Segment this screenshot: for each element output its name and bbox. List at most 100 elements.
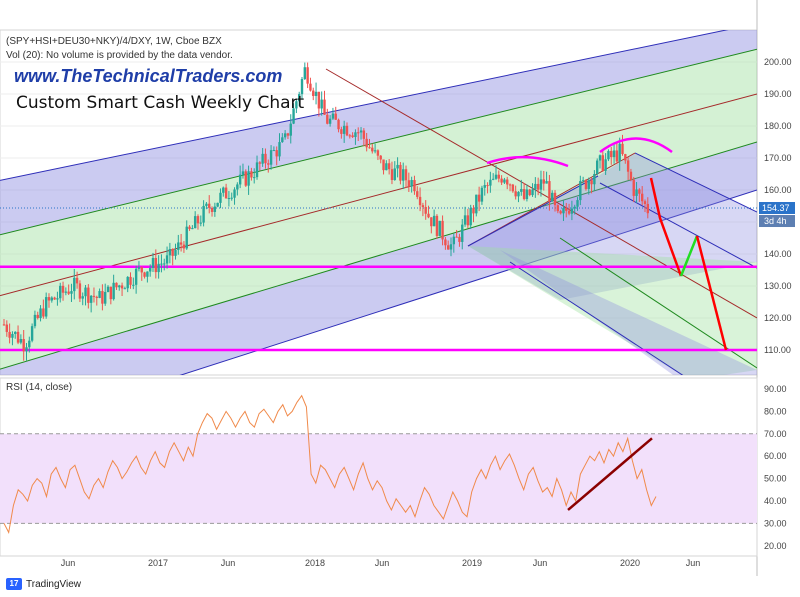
candle-body — [573, 206, 576, 209]
candle-body — [379, 155, 382, 160]
candle-body — [104, 291, 107, 304]
price-pane: 200.00190.00180.00170.00160.00150.00140.… — [0, 0, 795, 576]
candle-body — [348, 135, 351, 137]
candle-body — [438, 220, 441, 236]
channel-bottom-line — [179, 189, 757, 375]
site-watermark: www.TheTechnicalTraders.com — [14, 66, 283, 86]
candle-body — [8, 331, 11, 338]
candle-body — [151, 257, 155, 268]
candle-body — [101, 291, 104, 304]
candle-body — [629, 171, 633, 180]
time-tick-label: 2019 — [462, 558, 482, 568]
tradingview-branding[interactable]: 17 TradingView — [6, 578, 81, 590]
desc-band-top — [468, 153, 757, 300]
candle-body — [480, 187, 484, 202]
rsi-line — [3, 394, 657, 534]
candle-body — [584, 180, 588, 189]
candle-body — [11, 333, 14, 338]
candle-body — [59, 285, 62, 299]
candle-body — [494, 174, 498, 179]
symbol-line: (SPY+HSI+DEU30+NKY)/4/DXY, 1W, Cboe BZX — [6, 36, 222, 47]
time-tick-label: Jun — [375, 558, 390, 568]
candle-body — [503, 179, 506, 183]
rsi-band — [0, 433, 757, 524]
candle-body — [244, 171, 247, 186]
candle-body — [553, 192, 557, 206]
candle-body — [92, 295, 96, 297]
candle-body — [359, 130, 363, 133]
candle-body — [137, 267, 141, 269]
candle-body — [432, 215, 436, 227]
desc-bottom-line — [509, 261, 684, 375]
candle-body — [559, 211, 562, 214]
candle-body — [44, 297, 48, 317]
candle-body — [407, 180, 411, 187]
candle-body — [75, 277, 79, 284]
falling-trend-line — [325, 68, 757, 319]
candle-body — [444, 239, 447, 246]
candle-body — [618, 143, 621, 162]
candle-body — [536, 183, 540, 190]
candle-body — [604, 159, 607, 171]
candle-body — [134, 268, 138, 285]
candle-body — [469, 208, 472, 226]
candle-body — [188, 226, 191, 229]
candle-body — [213, 206, 217, 212]
countdown-tag — [759, 215, 795, 228]
candle-body — [598, 155, 602, 161]
candle-body — [143, 272, 146, 277]
candle-body — [233, 189, 236, 198]
green-band — [0, 49, 757, 370]
candle-body — [33, 314, 37, 327]
candle-body — [357, 132, 360, 134]
candle-body — [491, 178, 495, 180]
candle-body — [115, 282, 118, 288]
candle-body — [210, 207, 214, 212]
upper-blue-band — [0, 30, 757, 235]
candle-body — [427, 213, 430, 218]
candle-body — [506, 179, 509, 185]
head-arc — [599, 137, 673, 154]
candle-body — [286, 133, 290, 136]
candle-body — [418, 196, 422, 206]
candle-body — [387, 163, 391, 170]
candle-body — [508, 184, 512, 186]
last-price-tag — [759, 202, 795, 215]
candle-body — [253, 177, 256, 179]
price-tick-label: 180.00 — [764, 121, 792, 131]
candle-body — [640, 193, 644, 202]
candle-body — [595, 160, 599, 174]
price-tick-label: 110.00 — [764, 345, 791, 355]
candle-body — [430, 217, 433, 227]
candle-body — [191, 228, 194, 230]
candle-body — [309, 83, 312, 91]
candle-body — [486, 185, 489, 187]
candle-body — [326, 114, 329, 124]
candle-body — [556, 205, 560, 212]
candle-body — [312, 90, 315, 96]
candle-body — [404, 169, 408, 181]
candle-body — [396, 164, 399, 169]
candle-body — [615, 150, 619, 162]
candle-body — [570, 208, 574, 214]
candle-body — [64, 291, 68, 293]
last-price-value: 154.37 — [762, 203, 790, 213]
candle-body — [624, 154, 627, 161]
time-tick-label: Jun — [533, 558, 548, 568]
candle-body — [163, 263, 166, 265]
candle-body — [292, 108, 295, 124]
candle-body — [73, 277, 76, 292]
rsi-tick-label: 30.00 — [764, 518, 787, 528]
candle-body — [626, 160, 630, 172]
candle-body — [477, 194, 481, 202]
candle-body — [14, 331, 17, 334]
candle-body — [202, 205, 205, 223]
candle-body — [449, 244, 453, 250]
candle-body — [28, 340, 31, 348]
price-tick-label: 170.00 — [764, 153, 792, 163]
candle-body — [84, 287, 87, 297]
candle-body — [548, 181, 551, 202]
candle-body — [441, 220, 444, 240]
countdown-value: 3d 4h — [764, 216, 787, 226]
candle-body — [483, 185, 486, 188]
